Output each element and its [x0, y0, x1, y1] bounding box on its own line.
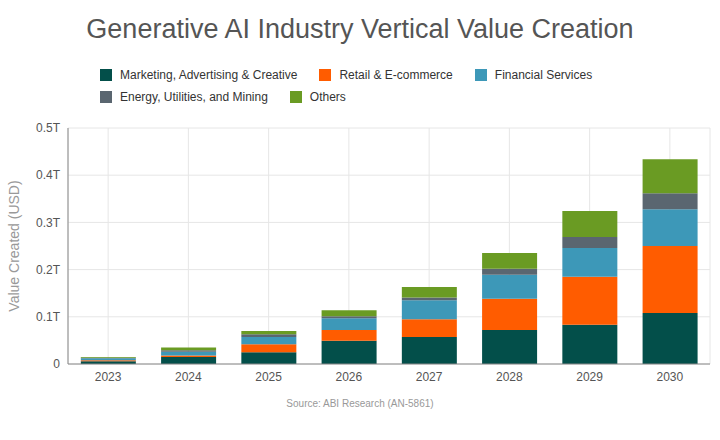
html-text:Energy, Utilities, and Mining: Energy, Utilities, and Mining — [120, 90, 268, 104]
svg-text:2027: 2027 — [416, 370, 443, 384]
svg-text:0.1T: 0.1T — [36, 310, 61, 324]
svg-text:0: 0 — [53, 357, 60, 371]
svg-text:2028: 2028 — [496, 370, 523, 384]
html-text:Marketing, Advertising & Creat: Marketing, Advertising & Creative — [120, 68, 298, 82]
svg-text:0.2T: 0.2T — [36, 263, 61, 277]
svg-text:2029: 2029 — [576, 370, 603, 384]
html-text:Financial Services: Financial Services — [494, 68, 593, 82]
html-text:Source: ABI Research (AN-5861): Source: ABI Research (AN-5861) — [286, 398, 434, 409]
svg-text:Value Created (USD): Value Created (USD) — [8, 180, 22, 311]
svg-text:2030: 2030 — [657, 370, 684, 384]
html-text:Retail & E-commerce: Retail & E-commerce — [339, 68, 453, 82]
svg-text:0.3T: 0.3T — [36, 216, 61, 230]
svg-text:2026: 2026 — [336, 370, 363, 384]
svg-text:0.4T: 0.4T — [36, 168, 61, 182]
svg-text:0.5T: 0.5T — [36, 121, 61, 135]
svg-text:2023: 2023 — [95, 370, 122, 384]
html-text:Others: Others — [309, 90, 346, 104]
html-text:Generative AI Industry Vertica: Generative AI Industry Vertical Value Cr… — [86, 14, 634, 44]
svg-text:2024: 2024 — [175, 370, 202, 384]
svg-text:2025: 2025 — [255, 370, 282, 384]
